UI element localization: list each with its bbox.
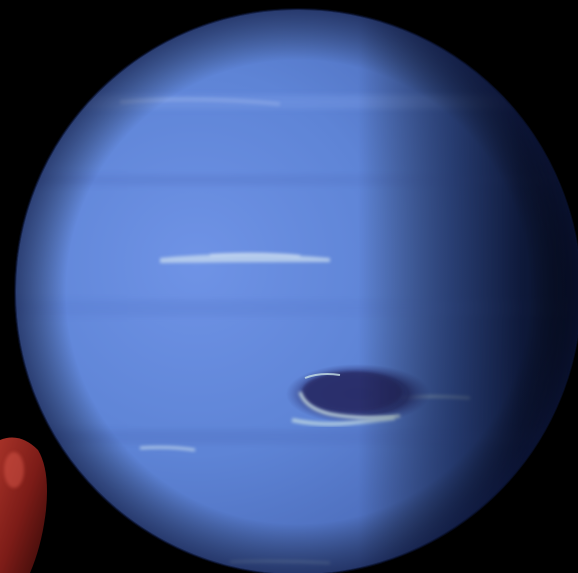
red-corner-blob — [0, 432, 50, 573]
